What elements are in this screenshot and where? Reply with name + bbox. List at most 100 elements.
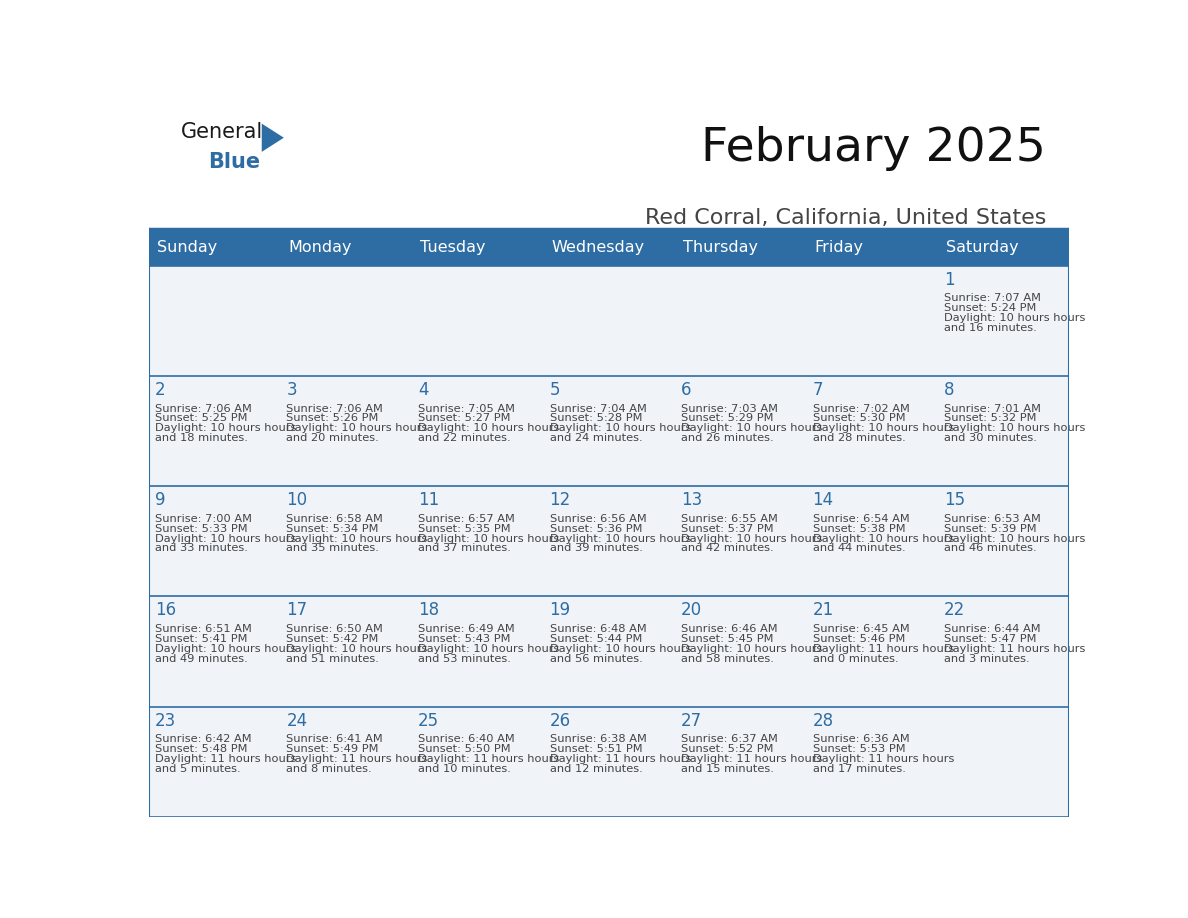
Text: 6: 6: [681, 381, 691, 399]
Text: and 12 minutes.: and 12 minutes.: [550, 764, 643, 774]
Text: Saturday: Saturday: [946, 240, 1018, 255]
Bar: [148, 265, 280, 376]
Text: 17: 17: [286, 601, 308, 620]
Text: Daylight: 10 hours hours: Daylight: 10 hours hours: [944, 313, 1086, 323]
Text: Sunrise: 6:48 AM: Sunrise: 6:48 AM: [550, 624, 646, 634]
Text: Sunset: 5:24 PM: Sunset: 5:24 PM: [944, 303, 1036, 313]
Bar: [675, 487, 807, 597]
Text: 8: 8: [944, 381, 955, 399]
Bar: [675, 707, 807, 817]
Text: 23: 23: [154, 711, 176, 730]
Text: Sunrise: 7:00 AM: Sunrise: 7:00 AM: [154, 514, 252, 524]
Text: and 0 minutes.: and 0 minutes.: [813, 654, 898, 664]
Text: Sunset: 5:25 PM: Sunset: 5:25 PM: [154, 413, 247, 423]
Text: 13: 13: [681, 491, 702, 509]
Text: Daylight: 11 hours hours: Daylight: 11 hours hours: [813, 644, 954, 654]
Text: Sunrise: 7:05 AM: Sunrise: 7:05 AM: [418, 404, 516, 413]
Bar: [675, 265, 807, 376]
Text: Sunset: 5:46 PM: Sunset: 5:46 PM: [813, 634, 905, 644]
Text: 16: 16: [154, 601, 176, 620]
Text: Daylight: 10 hours hours: Daylight: 10 hours hours: [550, 423, 691, 433]
Bar: [411, 487, 543, 597]
Text: Daylight: 10 hours hours: Daylight: 10 hours hours: [944, 533, 1086, 543]
Text: Sunrise: 7:06 AM: Sunrise: 7:06 AM: [286, 404, 384, 413]
Bar: [148, 707, 280, 817]
Text: Blue: Blue: [208, 151, 260, 172]
Text: Sunrise: 7:01 AM: Sunrise: 7:01 AM: [944, 404, 1041, 413]
Bar: [937, 707, 1069, 817]
Bar: [280, 265, 411, 376]
Bar: [148, 487, 280, 597]
Text: and 26 minutes.: and 26 minutes.: [681, 433, 773, 443]
Text: and 35 minutes.: and 35 minutes.: [286, 543, 379, 554]
Text: 18: 18: [418, 601, 440, 620]
Text: Daylight: 11 hours hours: Daylight: 11 hours hours: [286, 754, 428, 764]
Text: Sunrise: 7:04 AM: Sunrise: 7:04 AM: [550, 404, 646, 413]
Bar: [675, 597, 807, 707]
Text: Sunrise: 7:06 AM: Sunrise: 7:06 AM: [154, 404, 252, 413]
Text: and 53 minutes.: and 53 minutes.: [418, 654, 511, 664]
Text: Sunset: 5:26 PM: Sunset: 5:26 PM: [286, 413, 379, 423]
Bar: [937, 487, 1069, 597]
Bar: [937, 265, 1069, 376]
Text: Sunrise: 6:44 AM: Sunrise: 6:44 AM: [944, 624, 1041, 634]
Text: Sunrise: 6:49 AM: Sunrise: 6:49 AM: [418, 624, 514, 634]
Bar: [807, 597, 937, 707]
Text: Daylight: 10 hours hours: Daylight: 10 hours hours: [681, 644, 822, 654]
Text: Sunset: 5:50 PM: Sunset: 5:50 PM: [418, 744, 511, 755]
Text: 28: 28: [813, 711, 834, 730]
Text: 9: 9: [154, 491, 165, 509]
Bar: [543, 487, 675, 597]
Text: Sunrise: 6:50 AM: Sunrise: 6:50 AM: [286, 624, 384, 634]
Bar: [543, 707, 675, 817]
Text: Sunset: 5:30 PM: Sunset: 5:30 PM: [813, 413, 905, 423]
Text: Sunrise: 6:53 AM: Sunrise: 6:53 AM: [944, 514, 1041, 524]
Text: Sunrise: 7:07 AM: Sunrise: 7:07 AM: [944, 293, 1041, 303]
Text: Sunrise: 6:55 AM: Sunrise: 6:55 AM: [681, 514, 778, 524]
Text: Sunrise: 6:54 AM: Sunrise: 6:54 AM: [813, 514, 909, 524]
Text: Sunrise: 7:03 AM: Sunrise: 7:03 AM: [681, 404, 778, 413]
Text: Sunrise: 6:41 AM: Sunrise: 6:41 AM: [286, 734, 384, 744]
Text: Sunset: 5:36 PM: Sunset: 5:36 PM: [550, 523, 642, 533]
Text: Sunset: 5:44 PM: Sunset: 5:44 PM: [550, 634, 642, 644]
Bar: [937, 597, 1069, 707]
Bar: [411, 597, 543, 707]
Bar: [807, 707, 937, 817]
Text: Daylight: 11 hours hours: Daylight: 11 hours hours: [154, 754, 296, 764]
Text: and 8 minutes.: and 8 minutes.: [286, 764, 372, 774]
Text: Daylight: 10 hours hours: Daylight: 10 hours hours: [944, 423, 1086, 433]
Text: Daylight: 10 hours hours: Daylight: 10 hours hours: [681, 423, 822, 433]
Text: Daylight: 10 hours hours: Daylight: 10 hours hours: [286, 644, 428, 654]
Text: Sunset: 5:51 PM: Sunset: 5:51 PM: [550, 744, 643, 755]
Text: Sunset: 5:47 PM: Sunset: 5:47 PM: [944, 634, 1037, 644]
Text: Daylight: 11 hours hours: Daylight: 11 hours hours: [944, 644, 1086, 654]
Text: Sunset: 5:45 PM: Sunset: 5:45 PM: [681, 634, 773, 644]
Text: and 16 minutes.: and 16 minutes.: [944, 323, 1037, 333]
Text: and 44 minutes.: and 44 minutes.: [813, 543, 905, 554]
Text: Daylight: 11 hours hours: Daylight: 11 hours hours: [681, 754, 822, 764]
Bar: [280, 376, 411, 487]
Text: and 37 minutes.: and 37 minutes.: [418, 543, 511, 554]
Text: and 24 minutes.: and 24 minutes.: [550, 433, 643, 443]
Text: Sunrise: 6:42 AM: Sunrise: 6:42 AM: [154, 734, 252, 744]
Bar: [280, 597, 411, 707]
Text: February 2025: February 2025: [701, 126, 1047, 171]
Text: Sunset: 5:32 PM: Sunset: 5:32 PM: [944, 413, 1037, 423]
Text: and 42 minutes.: and 42 minutes.: [681, 543, 773, 554]
Bar: [937, 376, 1069, 487]
Text: 7: 7: [813, 381, 823, 399]
Text: Sunset: 5:38 PM: Sunset: 5:38 PM: [813, 523, 905, 533]
Text: Sunset: 5:27 PM: Sunset: 5:27 PM: [418, 413, 511, 423]
Text: 3: 3: [286, 381, 297, 399]
Text: Sunrise: 6:56 AM: Sunrise: 6:56 AM: [550, 514, 646, 524]
Polygon shape: [261, 124, 284, 151]
Text: Daylight: 10 hours hours: Daylight: 10 hours hours: [550, 533, 691, 543]
Text: Sunset: 5:49 PM: Sunset: 5:49 PM: [286, 744, 379, 755]
Bar: [807, 265, 937, 376]
Bar: [148, 597, 280, 707]
Bar: [148, 229, 1069, 265]
Text: Sunrise: 7:02 AM: Sunrise: 7:02 AM: [813, 404, 910, 413]
Text: Sunset: 5:41 PM: Sunset: 5:41 PM: [154, 634, 247, 644]
Text: 19: 19: [550, 601, 570, 620]
Text: and 46 minutes.: and 46 minutes.: [944, 543, 1037, 554]
